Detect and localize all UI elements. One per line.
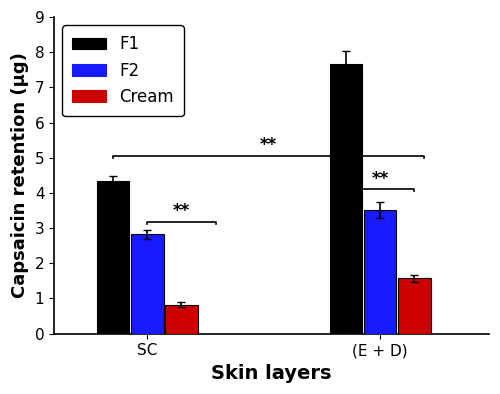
Bar	[97, 180, 130, 334]
Bar	[165, 305, 198, 334]
X-axis label: Skin layers: Skin layers	[212, 364, 332, 383]
Y-axis label: Capsaicin retention (µg): Capsaicin retention (µg)	[11, 52, 29, 298]
Bar	[398, 278, 430, 334]
Bar	[330, 63, 362, 334]
Bar	[364, 210, 396, 334]
Text: **: **	[173, 202, 190, 220]
Bar	[131, 234, 164, 334]
Text: **: **	[260, 136, 277, 154]
Legend: F1, F2, Cream: F1, F2, Cream	[62, 26, 184, 116]
Text: **: **	[372, 170, 389, 188]
